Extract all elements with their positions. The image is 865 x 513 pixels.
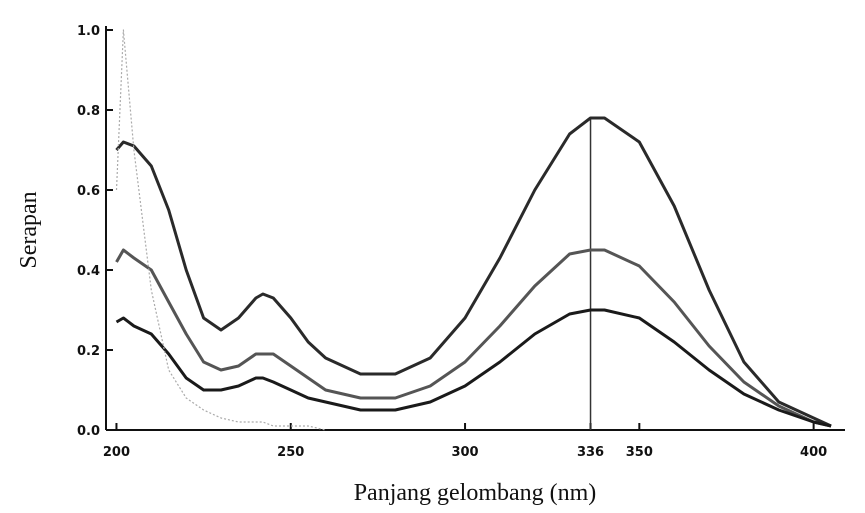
spectrum-line xyxy=(115,308,832,428)
x-tick-label: 400 xyxy=(800,445,827,460)
x-axis-title: Panjang gelombang (nm) xyxy=(354,480,597,506)
y-tick-label: 0.2 xyxy=(77,344,100,359)
y-tick-label: 1.0 xyxy=(77,24,100,39)
y-tick-label: 0.6 xyxy=(77,184,100,199)
x-tick-label: 200 xyxy=(103,445,130,460)
x-tick-label: 300 xyxy=(451,445,478,460)
y-tick-label: 0.0 xyxy=(77,424,100,439)
x-tick-label: 250 xyxy=(277,445,304,460)
spectrum-line xyxy=(115,29,326,431)
y-axis-title: Serapan xyxy=(16,191,42,268)
y-tick-label: 0.8 xyxy=(77,104,100,119)
x-tick-label: 336 xyxy=(577,445,604,460)
y-tick-label: 0.4 xyxy=(77,264,100,279)
x-tick-label: 350 xyxy=(626,445,653,460)
spectrum-line xyxy=(115,248,832,428)
spectrum-line xyxy=(115,116,832,428)
